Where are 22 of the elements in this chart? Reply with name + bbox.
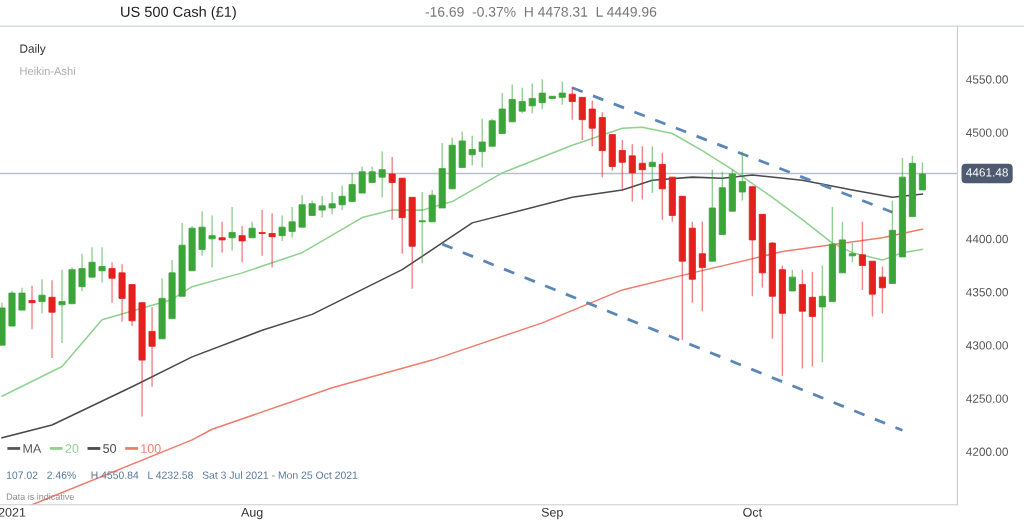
y-tick-label: 4500.00 [966,128,1008,137]
x-tick-label: Aug [241,508,263,520]
y-tick-label: 4400.00 [966,234,1008,244]
legend-title: MA [23,444,42,453]
annotation: 107.02 2.46% H 4550.84 L 4232.58 Sat 3 Jul 2021 - Mon 25 Oct 2021 [6,471,358,479]
chart-title: US 500 Cash (£1) [121,6,236,20]
line-series [1,174,924,439]
line-series [1,126,924,398]
x-tick-label: Oct [743,507,762,517]
y-tick-label: 4350.00 [966,288,1008,297]
y-tick-label: 4250.00 [966,394,1008,403]
annotation: Heikin-Ashi [20,66,75,76]
annotation: Daily [20,44,46,56]
y-tick-label: 4200.00 [966,447,1008,456]
ref-line-label: 4461.48 [966,168,1008,177]
chart-subtitle: -16.69 -0.37% H 4478.31 L 4449.96 [425,6,657,17]
legend-label: 100 [141,444,161,453]
y-tick-label: 4300.00 [966,341,1008,350]
legend-label: 20 [65,444,79,453]
x-tick-label: Sep [541,507,563,520]
y-tick-label: 4550.00 [966,75,1008,84]
legend-label: 50 [103,444,117,453]
